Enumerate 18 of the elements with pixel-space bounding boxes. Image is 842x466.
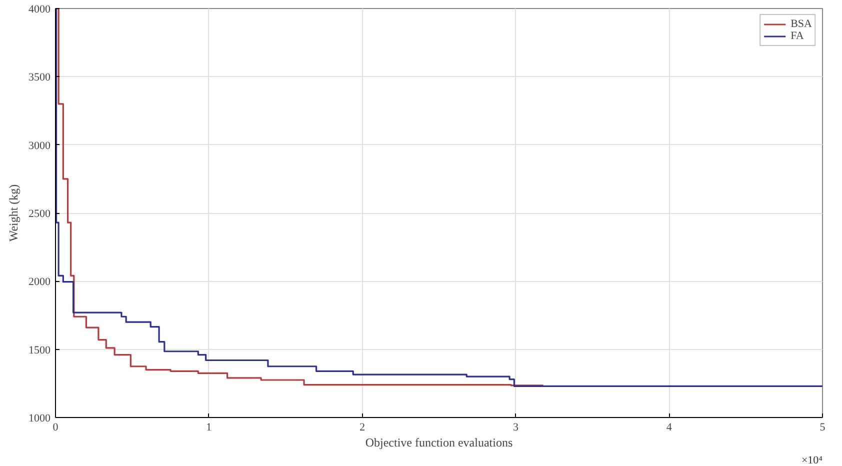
x-tick-label: 3 (512, 422, 519, 434)
x-tick-label: 0 (52, 422, 59, 434)
y-tick-label: 1500 (28, 344, 51, 356)
x-tick-label: 2 (360, 422, 366, 434)
y-tick-label: 4000 (28, 4, 51, 16)
y-axis-title: Weight (kg) (6, 184, 20, 242)
y-tick-label: 3000 (28, 140, 51, 152)
text: ×10⁴ (801, 454, 823, 466)
x-tick-label: 5 (820, 422, 826, 434)
y-tick-label: 2500 (28, 208, 51, 220)
x-axis-title: Objective function evaluations (365, 436, 513, 450)
x-tick-label: 4 (666, 422, 672, 434)
y-tick-label: 3500 (28, 72, 51, 84)
y-tick-label: 2000 (28, 276, 51, 288)
y-tick-label: 1000 (28, 412, 51, 424)
legend-label: FA (790, 30, 805, 42)
legend-label: BSA (790, 18, 812, 30)
x-tick-label: 1 (206, 422, 212, 434)
